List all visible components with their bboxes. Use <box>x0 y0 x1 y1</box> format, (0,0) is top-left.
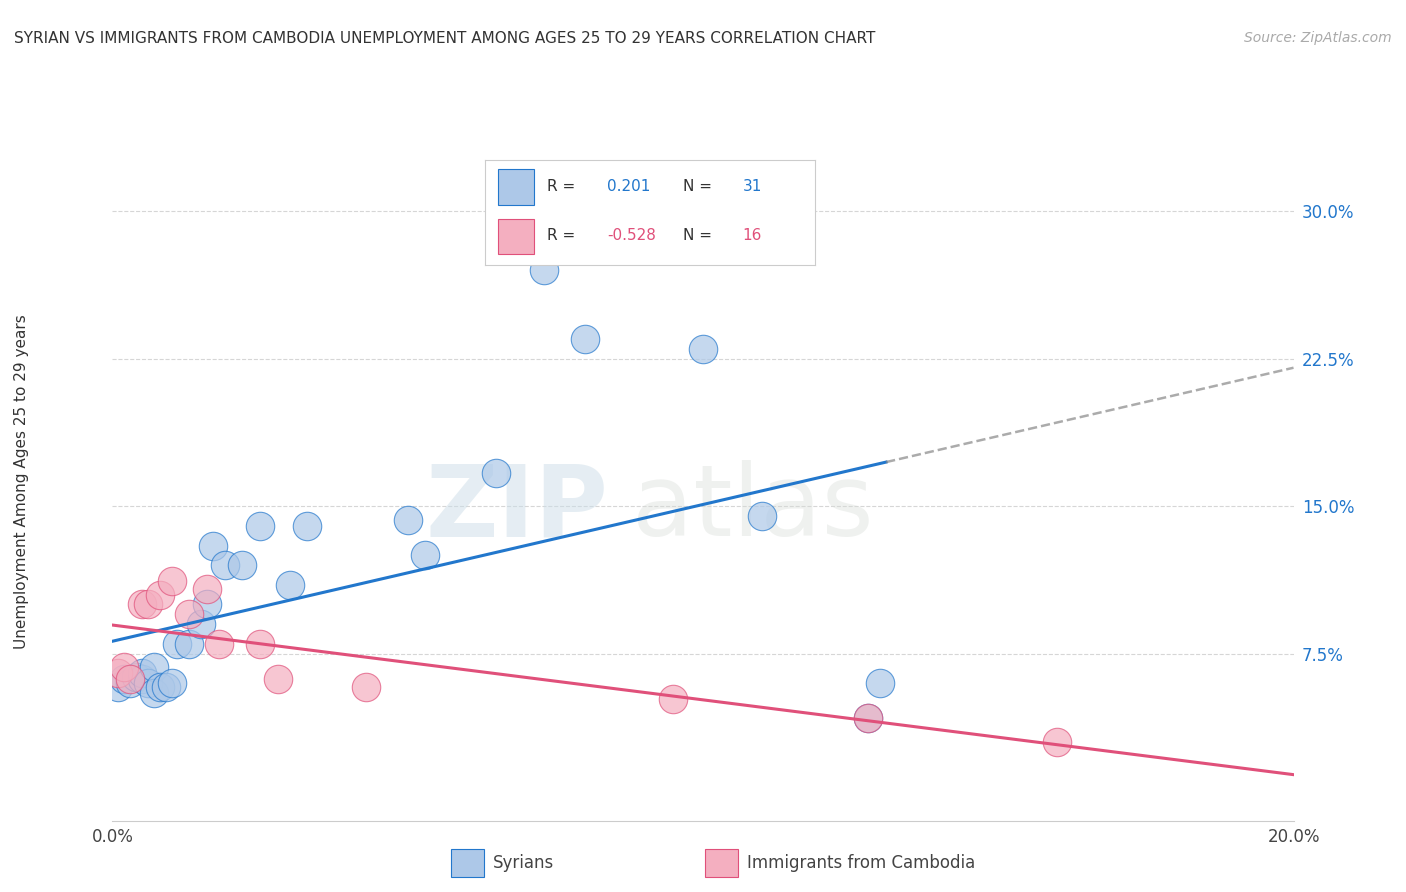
Point <box>112 672 135 686</box>
Point <box>356 680 378 694</box>
Point <box>107 680 129 694</box>
Point <box>120 676 142 690</box>
Text: Immigrants from Cambodia: Immigrants from Cambodia <box>747 854 974 872</box>
Point <box>195 598 218 612</box>
Point <box>142 686 165 700</box>
Point <box>249 637 271 651</box>
Point <box>179 607 201 622</box>
Point <box>692 342 714 356</box>
Point <box>415 549 437 563</box>
Text: Unemployment Among Ages 25 to 29 years: Unemployment Among Ages 25 to 29 years <box>14 314 28 649</box>
Point <box>214 558 236 573</box>
FancyBboxPatch shape <box>451 849 484 877</box>
Point <box>195 582 218 596</box>
Point <box>574 332 596 346</box>
Text: Source: ZipAtlas.com: Source: ZipAtlas.com <box>1244 31 1392 45</box>
Point <box>125 670 148 684</box>
Text: Syrians: Syrians <box>492 854 554 872</box>
Point <box>278 578 301 592</box>
Point <box>485 466 508 480</box>
Point <box>231 558 253 573</box>
Point <box>166 637 188 651</box>
Point <box>201 539 224 553</box>
Point <box>249 519 271 533</box>
Point <box>533 263 555 277</box>
Point <box>858 711 880 725</box>
Point <box>149 680 172 694</box>
Point <box>131 598 153 612</box>
Point <box>1046 735 1069 749</box>
Text: atlas: atlas <box>633 460 873 558</box>
Point <box>858 711 880 725</box>
Point <box>396 513 419 527</box>
Point <box>869 676 891 690</box>
Point <box>179 637 201 651</box>
Point <box>136 598 159 612</box>
Point <box>267 672 290 686</box>
Point <box>208 637 231 651</box>
Point <box>112 660 135 674</box>
Point <box>190 617 212 632</box>
FancyBboxPatch shape <box>706 849 738 877</box>
Point <box>662 691 685 706</box>
Point <box>297 519 319 533</box>
Point <box>751 509 773 524</box>
Point <box>120 672 142 686</box>
Point <box>131 672 153 686</box>
Point <box>136 676 159 690</box>
Point <box>155 680 177 694</box>
Point <box>160 574 183 588</box>
Point <box>160 676 183 690</box>
Text: ZIP: ZIP <box>426 460 609 558</box>
Point <box>131 666 153 681</box>
Point <box>149 588 172 602</box>
Text: SYRIAN VS IMMIGRANTS FROM CAMBODIA UNEMPLOYMENT AMONG AGES 25 TO 29 YEARS CORREL: SYRIAN VS IMMIGRANTS FROM CAMBODIA UNEMP… <box>14 31 876 46</box>
Point <box>142 660 165 674</box>
Point <box>107 666 129 681</box>
